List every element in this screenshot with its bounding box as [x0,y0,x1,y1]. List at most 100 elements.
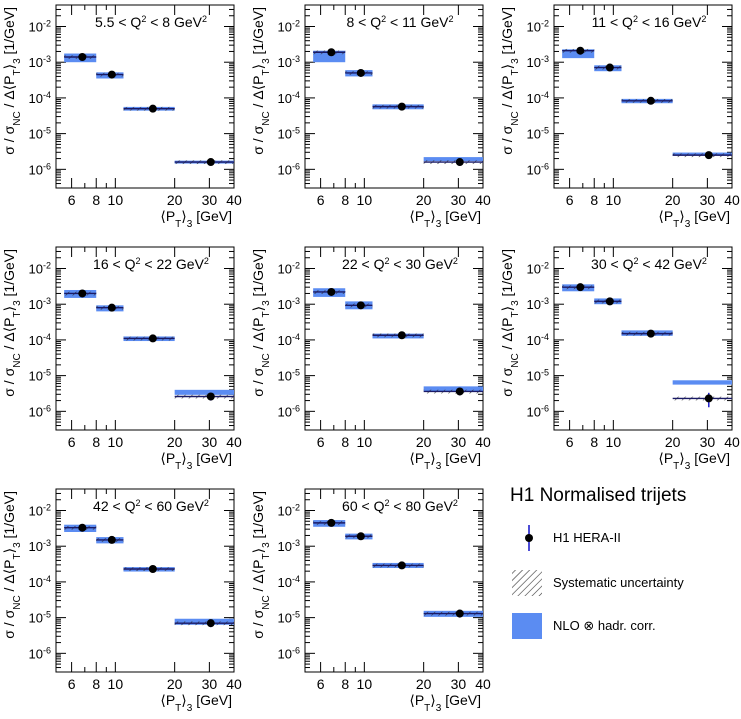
y-tick-label: 10-2 [29,18,51,34]
panel-4: 6 8 10 20 30 40 10-6 10-5 10-4 10-3 10-2 16 < Q2 < … [1,246,242,472]
panel-label: 22 < Q2 < 30 GeV2 [342,256,458,272]
data-point [148,104,157,113]
hatched-box-icon [512,570,542,596]
y-tick-label: 10-5 [278,126,300,142]
legend-label-syst: Systematic uncertainty [553,575,684,590]
x-axis-label: ⟨PT⟩3 [GeV] [409,208,481,230]
panel-label: 16 < Q2 < 22 GeV2 [93,256,209,272]
x-axis-label: ⟨PT⟩3 [GeV] [160,450,232,472]
y-tick-label: 10-5 [29,610,51,626]
x-tick-label: 40 [226,192,242,208]
panel-label: 30 < Q2 < 42 GeV2 [591,256,707,272]
y-tick-label: 10-3 [278,54,300,70]
data-point [397,561,406,570]
x-tick-label: 10 [108,434,124,450]
plot-frame [553,246,733,431]
panel-label: 8 < Q2 < 11 GeV2 [346,14,453,30]
plot-frame [553,4,733,189]
y-axis-label: σ / σNC / Δ⟨PT⟩3 [1/GeV] [250,491,272,639]
y-tick-label: 10-2 [29,502,51,518]
x-tick-label: 30 [700,434,716,450]
panel-7: 6 8 10 20 30 40 10-6 10-5 10-4 10-3 10-2 42 < Q2 < … [1,488,242,714]
x-tick-label: 40 [475,434,491,450]
data-point [107,303,116,312]
data-point [356,532,365,541]
x-tick-label: 10 [606,192,622,208]
y-tick-label: 10-3 [29,54,51,70]
data-point [327,287,336,296]
legend-entry-syst: Systematic uncertainty [510,568,735,598]
data-point [206,158,215,167]
y-tick-label: 10-5 [29,368,51,384]
y-axis-label: σ / σNC / Δ⟨PT⟩3 [1/GeV] [499,249,521,397]
x-tick-label: 8 [590,434,598,450]
panel-3: 6 8 10 20 30 40 10-6 10-5 10-4 10-3 10-2 11 < Q2 < … [499,4,740,230]
y-tick-label: 10-4 [29,574,51,590]
x-tick-label: 6 [566,434,574,450]
y-axis-label: σ / σNC / Δ⟨PT⟩3 [1/GeV] [1,491,23,639]
x-tick-label: 10 [357,434,373,450]
y-tick-label: 10-4 [527,332,549,348]
y-axis-label: σ / σNC / Δ⟨PT⟩3 [1/GeV] [1,7,23,155]
x-axis-label: ⟨PT⟩3 [GeV] [658,450,730,472]
data-point [397,331,406,340]
blue-box-icon [512,613,542,639]
x-tick-label: 40 [226,434,242,450]
data-point [206,392,215,401]
y-tick-label: 10-5 [278,610,300,626]
legend-title: H1 Normalised trijets [510,485,687,506]
data-point [327,518,336,527]
x-tick-label: 8 [92,434,100,450]
y-axis-label: σ / σNC / Δ⟨PT⟩3 [1/GeV] [250,249,272,397]
legend-label-nlo: NLO ⊗ hadr. corr. [553,618,656,633]
x-tick-label: 6 [317,434,325,450]
y-tick-label: 10-5 [527,126,549,142]
y-tick-label: 10-6 [278,161,300,177]
data-point [356,68,365,77]
data-point [455,387,464,396]
data-point [704,151,713,160]
x-tick-label: 8 [341,192,349,208]
x-axis-label: ⟨PT⟩3 [GeV] [160,692,232,714]
data-point [78,52,87,61]
x-tick-label: 10 [357,192,373,208]
data-point [646,329,655,338]
y-tick-label: 10-6 [29,161,51,177]
x-tick-label: 6 [68,192,76,208]
data-point [148,334,157,343]
x-tick-label: 30 [451,676,467,692]
panel-2: 6 8 10 20 30 40 10-6 10-5 10-4 10-3 10-2 8 < Q2 < 1… [250,4,491,230]
data-point [107,70,116,79]
y-tick-label: 10-3 [527,296,549,312]
panel-8: 6 8 10 20 30 40 10-6 10-5 10-4 10-3 10-2 60 < Q2 < … [250,488,491,714]
y-axis-label: σ / σNC / Δ⟨PT⟩3 [1/GeV] [499,7,521,155]
panel-label: 42 < Q2 < 60 GeV2 [93,498,209,514]
x-tick-label: 10 [108,192,124,208]
nlo-band [174,389,234,395]
y-tick-label: 10-3 [278,538,300,554]
y-tick-label: 10-2 [278,18,300,34]
x-tick-label: 20 [665,192,681,208]
data-point [455,158,464,167]
nlo-band [423,386,483,392]
x-tick-label: 8 [341,434,349,450]
y-axis-label: σ / σNC / Δ⟨PT⟩3 [1/GeV] [250,7,272,155]
y-tick-label: 10-4 [278,90,300,106]
x-tick-label: 6 [317,192,325,208]
nlo-band [423,157,483,162]
x-tick-label: 6 [317,676,325,692]
data-point [704,394,713,403]
x-axis-label: ⟨PT⟩3 [GeV] [658,208,730,230]
x-tick-label: 40 [226,676,242,692]
y-tick-label: 10-3 [278,296,300,312]
data-point [455,609,464,618]
plot-frame [55,488,235,673]
plot-frame [55,4,235,189]
y-tick-label: 10-2 [29,260,51,276]
x-tick-label: 8 [92,192,100,208]
x-tick-label: 30 [451,192,467,208]
x-tick-label: 8 [590,192,598,208]
x-tick-label: 40 [724,192,740,208]
data-point [605,63,614,72]
